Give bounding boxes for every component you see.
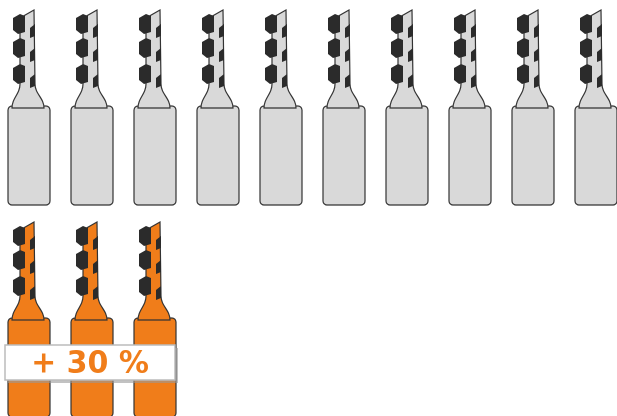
flute-tooth <box>265 64 277 84</box>
flute-tooth <box>139 226 151 246</box>
flute-tooth <box>139 250 151 270</box>
end-mill-icon <box>323 10 365 205</box>
end-mill-icon <box>449 10 491 205</box>
shank <box>260 106 302 205</box>
shank <box>8 106 50 205</box>
infographic: + 30 % <box>0 0 617 416</box>
end-mill-icon <box>71 10 113 205</box>
flute-tooth <box>13 64 25 84</box>
flute-tooth <box>517 38 529 58</box>
flute-tooth <box>328 14 340 34</box>
flute-tooth <box>202 14 214 34</box>
flute-tooth <box>391 38 403 58</box>
flute-tooth <box>76 276 88 296</box>
flute-tooth <box>580 64 592 84</box>
flute-tooth <box>13 250 25 270</box>
shank <box>197 106 239 205</box>
end-mill-icon <box>8 222 50 416</box>
flute-tooth <box>517 64 529 84</box>
flute-tooth <box>328 64 340 84</box>
end-mill-icon <box>71 222 113 416</box>
shank <box>323 106 365 205</box>
end-mill-icon <box>134 222 176 416</box>
shank <box>449 106 491 205</box>
shank <box>575 106 617 205</box>
flute-tooth <box>580 14 592 34</box>
flute-tooth <box>139 38 151 58</box>
end-mill-icon <box>386 10 428 205</box>
end-mill-icon <box>134 10 176 205</box>
shank <box>512 106 554 205</box>
flute-tooth <box>454 14 466 34</box>
flute-tooth <box>139 276 151 296</box>
end-mill-icon <box>197 10 239 205</box>
flute-tooth <box>76 64 88 84</box>
flute-tooth <box>76 14 88 34</box>
flute-tooth <box>76 250 88 270</box>
flute-tooth <box>265 14 277 34</box>
end-mill-icon <box>512 10 554 205</box>
end-mill-icon <box>575 10 617 205</box>
flute-tooth <box>13 226 25 246</box>
flute-tooth <box>13 38 25 58</box>
flute-tooth <box>391 64 403 84</box>
flute-tooth <box>202 64 214 84</box>
flute-tooth <box>517 14 529 34</box>
flute-tooth <box>139 14 151 34</box>
end-mill-icon <box>260 10 302 205</box>
shank <box>134 106 176 205</box>
flute-tooth <box>454 64 466 84</box>
shank <box>71 106 113 205</box>
flute-tooth <box>13 276 25 296</box>
shank <box>386 106 428 205</box>
end-mill-icon <box>8 10 50 205</box>
flute-tooth <box>76 226 88 246</box>
flute-tooth <box>76 38 88 58</box>
flute-tooth <box>13 14 25 34</box>
page: {"rows": [{"count": 10, "color": "#d9d9d… <box>0 0 617 416</box>
flute-tooth <box>265 38 277 58</box>
flute-tooth <box>328 38 340 58</box>
flute-tooth <box>202 38 214 58</box>
label: + 30 % <box>31 346 149 381</box>
label-box: + 30 % <box>5 345 178 383</box>
flute-tooth <box>580 38 592 58</box>
flute-tooth <box>391 14 403 34</box>
flute-tooth <box>454 38 466 58</box>
flute-tooth <box>139 64 151 84</box>
